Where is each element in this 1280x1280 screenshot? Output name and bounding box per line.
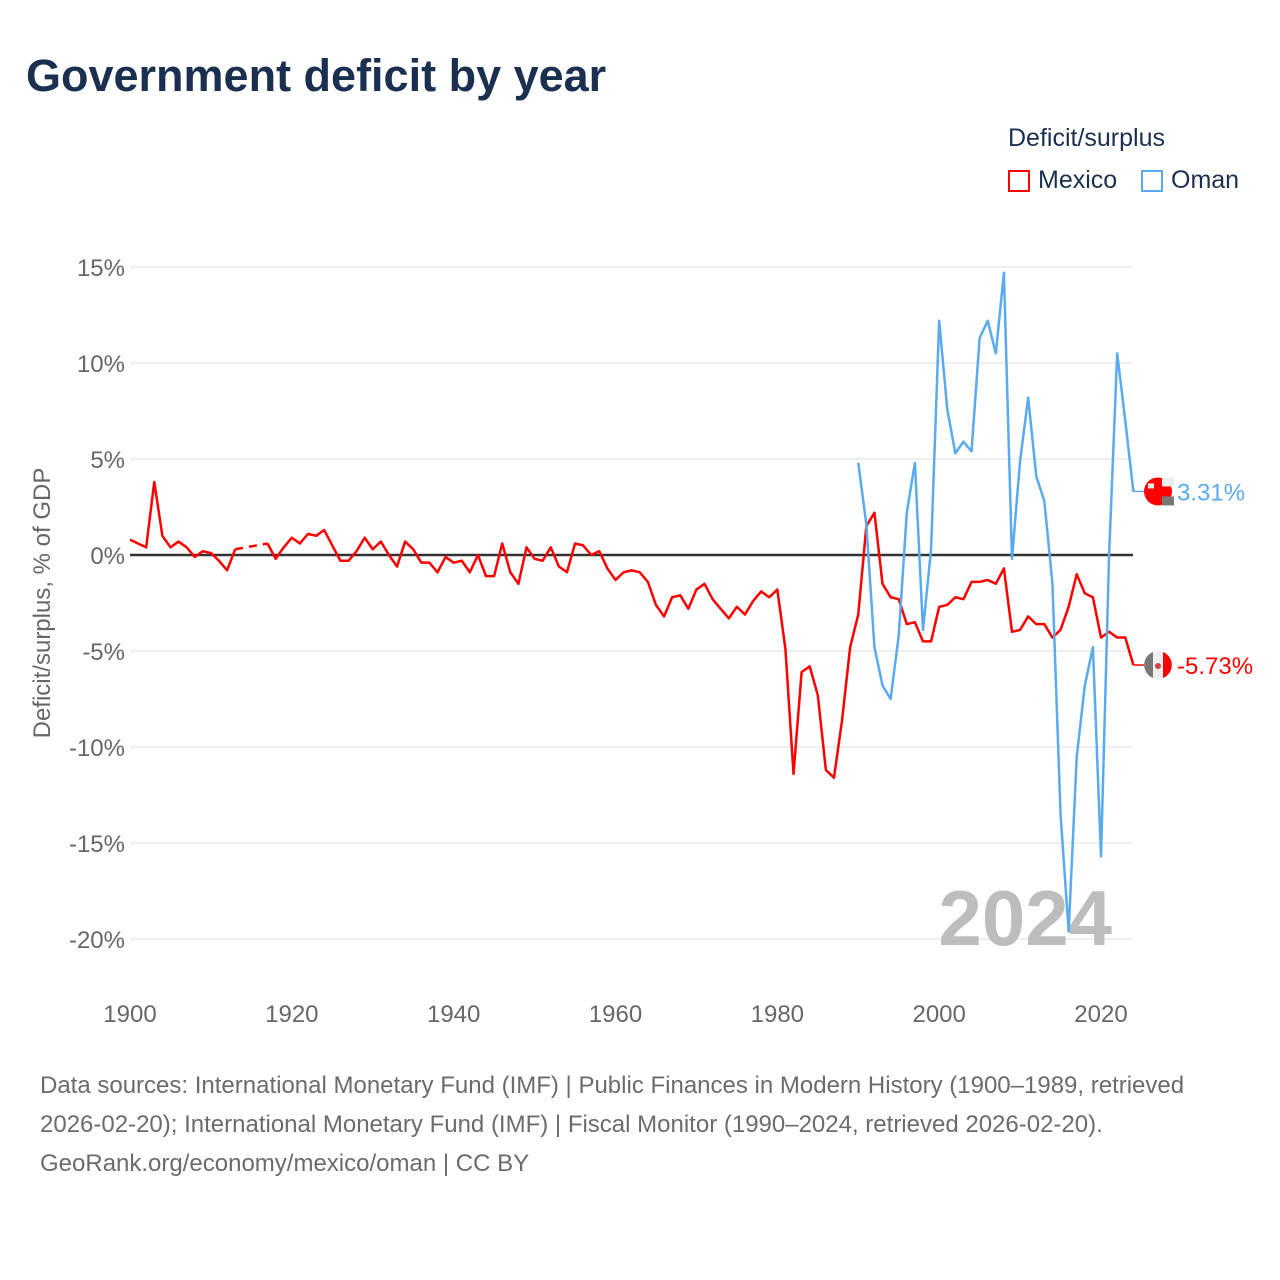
y-tick-label: 5% <box>90 447 125 474</box>
end-value-label-oman: 3.31% <box>1177 479 1245 506</box>
series-gap-mexico <box>234 542 268 551</box>
legend-swatch-oman <box>1141 169 1163 192</box>
legend-label-mexico: Mexico <box>1038 166 1118 194</box>
legend-item-oman[interactable]: Oman <box>1141 166 1239 195</box>
credit-link[interactable]: GeoRank.org/economy/mexico/oman | CC BY <box>40 1150 530 1177</box>
footer: Data sources: International Monetary Fun… <box>40 1066 1240 1183</box>
flag-mexico-green <box>1144 652 1153 679</box>
y-tick-label: 0% <box>90 543 125 570</box>
series-line-mexico <box>266 511 1135 779</box>
y-tick-label: -20% <box>69 927 125 954</box>
x-tick-label: 1900 <box>103 1001 156 1028</box>
legend-swatch-mexico <box>1008 169 1030 192</box>
x-tick-label: 1960 <box>589 1001 642 1028</box>
x-tick-label: 2020 <box>1074 1001 1127 1028</box>
flag-oman-green <box>1162 496 1174 506</box>
flag-oman-emblem <box>1148 483 1154 489</box>
series-line-oman <box>857 271 1135 933</box>
data-sources: Data sources: International Monetary Fun… <box>40 1072 1185 1138</box>
y-tick-label: -15% <box>69 831 125 858</box>
flag-oman-white <box>1162 477 1174 487</box>
end-value-label-mexico: -5.73% <box>1177 653 1253 680</box>
flag-mexico-emblem <box>1155 663 1161 670</box>
flag-oman-icon <box>1144 477 1174 506</box>
line-chart: 15% 10% 5% 0% -5% -10% -15% -20% 1900 1920 1940 196… <box>29 255 1253 1028</box>
flag-mexico-icon <box>1144 651 1172 680</box>
x-tick-label: 1940 <box>427 1001 480 1028</box>
y-tick-label: 10% <box>77 351 125 378</box>
y-tick-label: 15% <box>77 255 125 282</box>
y-tick-label: -10% <box>69 735 125 762</box>
chart-title: Government deficit by year <box>26 50 607 101</box>
x-tick-label: 2000 <box>912 1001 965 1028</box>
x-tick-label: 1980 <box>751 1001 804 1028</box>
y-axis-label: Deficit/surplus, % of GDP <box>29 468 56 739</box>
year-watermark: 2024 <box>938 874 1112 962</box>
flag-mexico-red <box>1163 652 1172 679</box>
legend-label-oman: Oman <box>1171 166 1240 194</box>
legend-item-mexico[interactable]: Mexico <box>1008 166 1117 195</box>
series-line-mexico <box>129 480 237 572</box>
x-tick-label: 1920 <box>265 1001 318 1028</box>
y-tick-label: -5% <box>82 639 125 666</box>
legend-title: Deficit/surplus <box>1008 124 1165 152</box>
